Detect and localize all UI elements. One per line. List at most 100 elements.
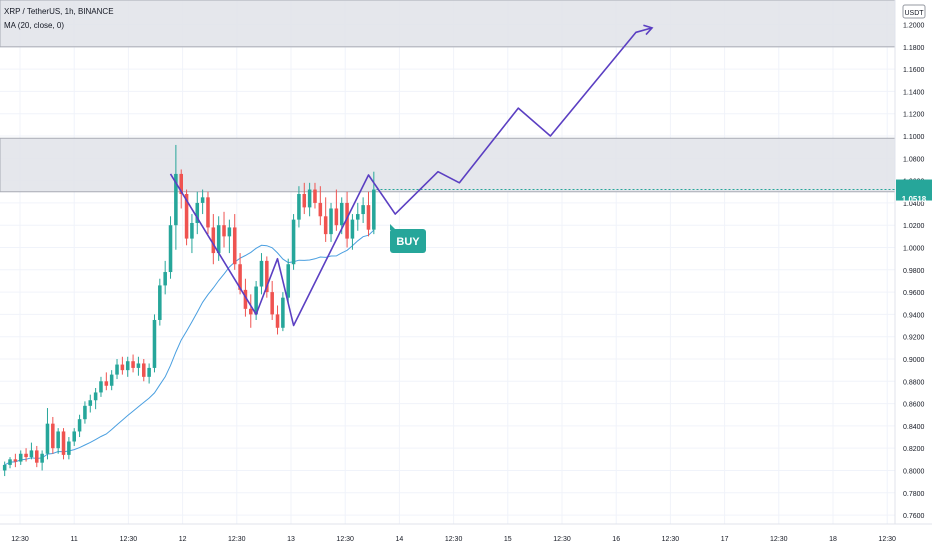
candle-up[interactable] [29,450,34,458]
candle-down[interactable] [238,264,242,290]
candle-down[interactable] [120,364,125,371]
candle-up[interactable] [67,441,71,455]
time-tick-label: 14 [396,536,404,543]
price-tick-label: 1.0400 [903,201,925,208]
time-tick-label: 12:30 [770,536,788,543]
candle-up[interactable] [281,297,285,328]
price-tick-label: 1.0000 [903,246,925,253]
candle-down[interactable] [243,289,248,309]
candle-up[interactable] [163,272,167,286]
candle-down[interactable] [35,450,39,463]
candle-down[interactable] [313,189,317,203]
currency-badge[interactable] [902,4,926,19]
time-tick-label: 16 [612,536,620,543]
candle-up[interactable] [125,361,130,371]
candle-up[interactable] [45,423,50,454]
candle-down[interactable] [334,208,339,226]
candle-down[interactable] [270,292,274,315]
current-price-value: 1.0518 [902,195,927,204]
candle-up[interactable] [109,374,114,386]
candle-up[interactable] [227,227,232,237]
candle-down[interactable] [366,205,371,230]
candle-up[interactable] [152,319,157,368]
candle-down[interactable] [265,260,269,293]
candle-up[interactable] [93,392,98,401]
candle-up[interactable] [77,419,82,432]
candle-up[interactable] [83,405,87,420]
candle-down[interactable] [51,423,55,449]
candle-up[interactable] [200,197,205,203]
candle-up[interactable] [259,260,264,287]
price-tick-label: 0.8000 [903,468,925,475]
projected-path-line[interactable] [169,27,653,327]
candle-down[interactable] [104,381,109,386]
buy-badge-pointer [390,224,396,230]
candle-up[interactable] [339,202,344,226]
candle-up[interactable] [372,189,376,230]
candle-down[interactable] [184,193,189,239]
candle-up[interactable] [254,286,258,315]
candle-up[interactable] [356,214,360,220]
candle-up[interactable] [174,173,178,226]
candle-up[interactable] [147,367,151,377]
candle-up[interactable] [350,219,355,239]
candle-countdown: 02:36 [905,206,923,213]
candle-up[interactable] [136,363,141,368]
candle-down[interactable] [142,363,146,377]
candle-up[interactable] [329,208,333,235]
candle-up[interactable] [216,225,221,254]
price-axis-background[interactable] [895,0,932,524]
candle-up[interactable] [168,225,173,273]
candle-up[interactable] [190,222,194,239]
candle-up[interactable] [195,202,200,223]
candle-down[interactable] [232,227,237,265]
candle-up[interactable] [88,400,93,406]
price-tick-label: 0.9600 [903,290,925,297]
price-tick-label: 0.7600 [903,513,925,520]
time-tick-label: 18 [829,536,837,543]
time-tick-label: 12:30 [878,536,896,543]
candle-down[interactable] [131,361,135,368]
candle-down[interactable] [222,225,226,237]
price-tick-label: 0.8200 [903,446,925,453]
candle-down[interactable] [179,173,183,194]
candles-layer[interactable] [2,144,376,477]
price-tick-label: 1.1000 [903,134,925,141]
candle-down[interactable] [211,227,216,254]
candle-up[interactable] [158,285,162,320]
candle-down[interactable] [13,459,18,462]
candle-up[interactable] [8,459,12,465]
candle-down[interactable] [249,308,253,315]
symbol-title[interactable]: XRP / TetherUS, 1h, BINANCE [4,7,114,16]
candle-up[interactable] [361,205,365,215]
candle-up[interactable] [72,431,76,442]
candle-up[interactable] [297,193,301,220]
candle-down[interactable] [323,216,328,235]
candle-up[interactable] [291,219,296,265]
buy-badge[interactable]: BUY [390,224,426,253]
candle-up[interactable] [40,453,44,463]
pattern-drawing-layer[interactable] [169,24,654,327]
candle-up[interactable] [307,189,312,208]
candle-down[interactable] [345,202,349,239]
candle-up[interactable] [99,381,103,393]
candle-up[interactable] [56,431,60,449]
candle-down[interactable] [61,431,66,455]
time-axis-background[interactable] [0,524,932,550]
candle-down[interactable] [24,453,28,458]
buy-badge-label: BUY [396,236,420,248]
candle-down[interactable] [302,193,307,208]
time-tick-label: 12:30 [120,536,138,543]
candle-down[interactable] [206,197,210,228]
time-tick-label: 11 [71,536,78,543]
candle-down[interactable] [318,202,323,217]
candle-up[interactable] [115,364,119,375]
time-tick-label: 13 [287,536,295,543]
candle-up[interactable] [2,464,7,471]
indicator-legend[interactable]: MA (20, close, 0) [4,21,64,30]
candle-down[interactable] [275,314,280,328]
current-price-tag [896,179,932,201]
candle-up[interactable] [286,264,290,298]
candle-up[interactable] [18,453,23,462]
